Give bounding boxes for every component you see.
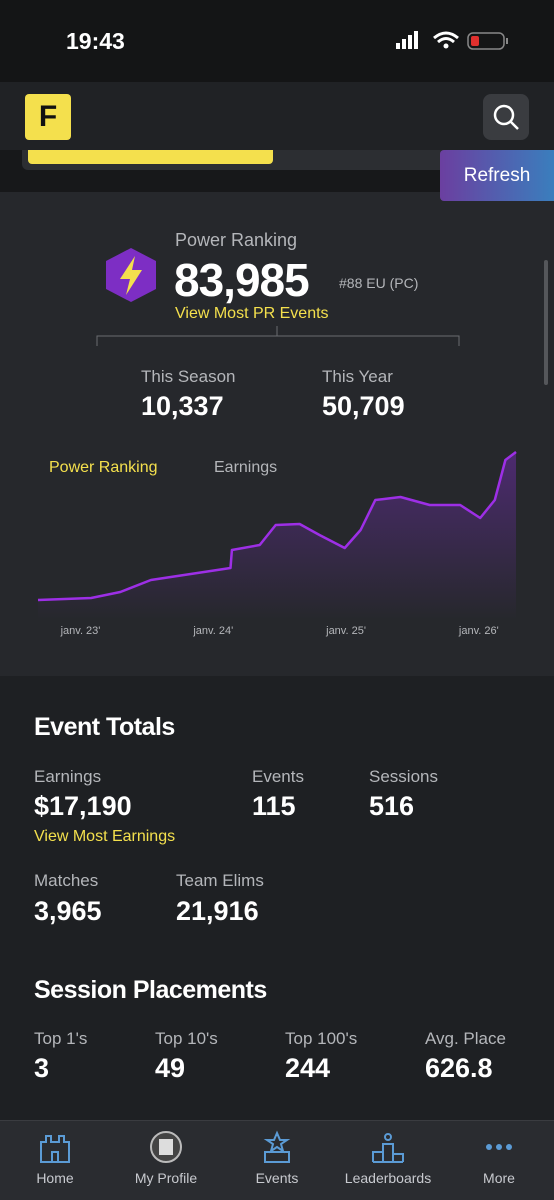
pr-link[interactable]: View Most PR Events xyxy=(175,305,329,322)
bracket xyxy=(96,326,460,346)
nav-item[interactable]: Home xyxy=(0,1120,110,1186)
stat-value: 3 xyxy=(34,1053,50,1083)
stat-label: Top 1's xyxy=(34,1029,88,1048)
pr-label: Power Ranking xyxy=(175,230,298,250)
nav-icon xyxy=(486,1144,512,1150)
header xyxy=(0,82,554,150)
stat-label: Events xyxy=(252,767,304,786)
x-tick-label: janv. 24' xyxy=(192,625,233,637)
stat-label: Matches xyxy=(34,871,99,890)
chart-tab[interactable]: Power Ranking xyxy=(49,459,158,476)
time: 19:43 xyxy=(66,28,125,54)
stat-label: Sessions xyxy=(369,767,438,786)
x-tick-label: janv. 23' xyxy=(60,625,101,637)
search-button[interactable] xyxy=(483,94,529,140)
section-title: Event Totals xyxy=(34,713,175,741)
pr-value: 83,985 xyxy=(174,254,310,306)
earnings-link[interactable]: View Most Earnings xyxy=(34,828,176,845)
refresh-button[interactable]: Refresh xyxy=(440,150,554,201)
nav-label: Leaderboards xyxy=(344,1170,432,1186)
status-icons xyxy=(396,31,508,50)
scrollbar xyxy=(544,260,548,385)
stat-value: 10,337 xyxy=(141,391,224,421)
pr-badge xyxy=(106,248,156,302)
nav-icon xyxy=(372,1133,404,1163)
stat-value: 21,916 xyxy=(176,896,259,926)
line xyxy=(37,451,517,602)
pr-rank: #88 EU (PC) xyxy=(339,275,419,291)
stat-label: Team Elims xyxy=(176,871,264,890)
search-icon xyxy=(493,104,519,130)
stat-value: 49 xyxy=(155,1053,186,1083)
nav-item[interactable]: Leaderboards xyxy=(333,1120,443,1186)
nav-label: More xyxy=(483,1170,515,1186)
stat-label: Avg. Place xyxy=(425,1029,506,1048)
stat-value: 50,709 xyxy=(322,391,405,421)
stat-value: $17,190 xyxy=(34,791,132,821)
nav-icon xyxy=(150,1131,182,1163)
logo[interactable]: F xyxy=(25,94,71,140)
stat-label: Earnings xyxy=(34,767,102,786)
section-title: Session Placements xyxy=(34,976,267,1004)
stat-value: 115 xyxy=(252,791,296,821)
chart: janv. 23' janv. 24' janv. 25' janv. 26' xyxy=(37,451,517,637)
nav-label: Home xyxy=(36,1170,74,1186)
nav-item[interactable]: Events xyxy=(222,1120,332,1186)
area xyxy=(38,452,516,620)
stat-value: 516 xyxy=(369,791,415,821)
stat-label: Top 100's xyxy=(285,1029,358,1048)
x-tick-label: janv. 26' xyxy=(458,625,499,637)
stat-label: This Year xyxy=(322,367,393,386)
yellow-button[interactable] xyxy=(28,150,273,164)
nav-item[interactable]: More xyxy=(444,1120,554,1186)
stat-label: Top 10's xyxy=(155,1029,218,1048)
chart-tab[interactable]: Earnings xyxy=(214,459,278,476)
stat-value: 626.8 xyxy=(425,1053,493,1083)
x-tick-label: janv. 25' xyxy=(325,625,366,637)
nav-label: Events xyxy=(255,1170,299,1186)
stat-label: This Season xyxy=(141,367,236,386)
nav-icon xyxy=(263,1130,291,1163)
stat-value: 244 xyxy=(285,1053,331,1083)
nav-icon xyxy=(40,1135,70,1163)
nav-label: My Profile xyxy=(134,1170,198,1186)
status-bar xyxy=(0,0,554,82)
stat-value: 3,965 xyxy=(34,896,102,926)
nav-item[interactable]: My Profile xyxy=(111,1120,221,1186)
